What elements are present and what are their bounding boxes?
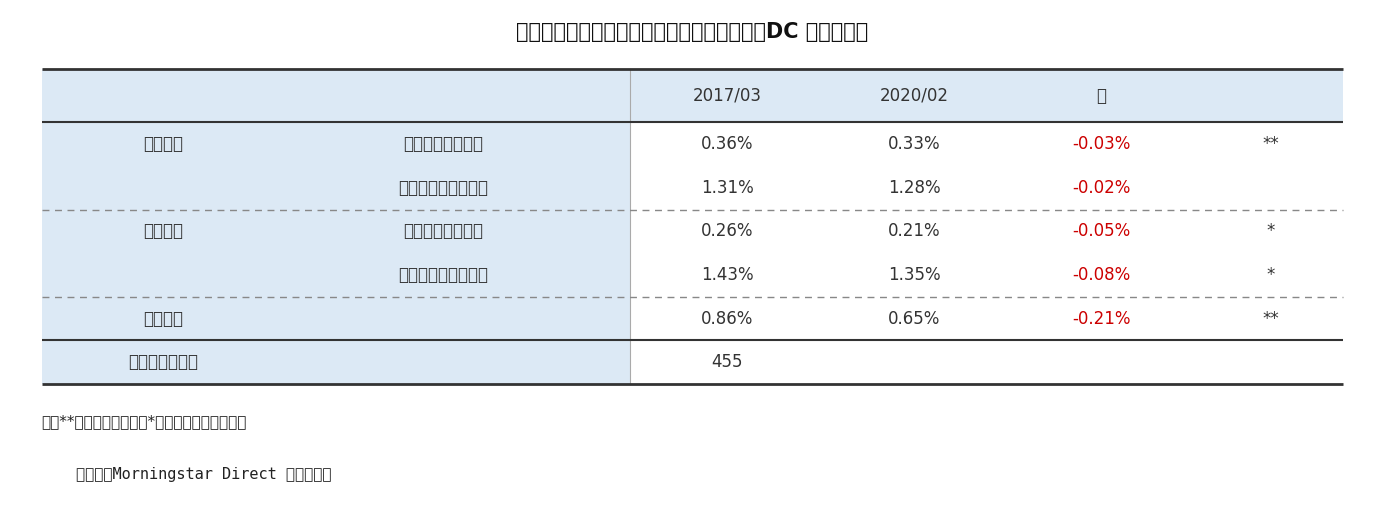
Bar xyxy=(42,253,630,297)
Text: -0.02%: -0.02% xyxy=(1072,179,1130,197)
Text: 外国株式: 外国株式 xyxy=(143,222,183,240)
Text: 1.31%: 1.31% xyxy=(701,179,753,197)
Text: **: ** xyxy=(1262,310,1280,328)
Bar xyxy=(42,69,1343,122)
Text: 1.43%: 1.43% xyxy=(701,266,753,284)
Text: ファンド数合計: ファンド数合計 xyxy=(127,353,198,371)
Text: 0.33%: 0.33% xyxy=(888,135,940,153)
Bar xyxy=(42,297,630,340)
Text: -0.21%: -0.21% xyxy=(1072,310,1130,328)
Text: *: * xyxy=(1266,222,1276,240)
Text: アクティブファンド: アクティブファンド xyxy=(399,266,488,284)
Text: 差: 差 xyxy=(1096,87,1107,105)
Bar xyxy=(630,166,1343,210)
Bar xyxy=(42,166,630,210)
Bar xyxy=(630,253,1343,297)
Text: 2017/03: 2017/03 xyxy=(692,87,762,105)
Text: *: * xyxy=(1266,266,1276,284)
Text: パッシブファンド: パッシブファンド xyxy=(403,222,483,240)
Text: 0.26%: 0.26% xyxy=(701,222,753,240)
Text: 0.65%: 0.65% xyxy=(888,310,940,328)
Text: 国内株式: 国内株式 xyxy=(143,135,183,153)
Text: 0.36%: 0.36% xyxy=(701,135,753,153)
Text: 455: 455 xyxy=(712,353,742,371)
Bar xyxy=(630,340,1343,384)
Text: 1.28%: 1.28% xyxy=(888,179,940,197)
Text: （資料：Morningstar Direct から作成）: （資料：Morningstar Direct から作成） xyxy=(76,467,331,482)
Bar xyxy=(42,122,630,166)
Text: 1.35%: 1.35% xyxy=(888,266,940,284)
Text: 2020/02: 2020/02 xyxy=(879,87,949,105)
Bar xyxy=(630,297,1343,340)
Bar xyxy=(630,210,1343,253)
Text: **: ** xyxy=(1262,135,1280,153)
Text: -0.08%: -0.08% xyxy=(1072,266,1130,284)
Bar xyxy=(42,210,630,253)
Text: -0.03%: -0.03% xyxy=(1072,135,1130,153)
Text: 外国債券: 外国債券 xyxy=(143,310,183,328)
Text: 0.21%: 0.21% xyxy=(888,222,940,240)
Bar xyxy=(42,340,630,384)
Text: 注：**は１％有意水準、*は５％有意水準を表す: 注：**は１％有意水準、*は５％有意水準を表す xyxy=(42,414,247,429)
Bar xyxy=(630,122,1343,166)
Text: 0.86%: 0.86% xyxy=(701,310,753,328)
Text: 図表２：（純資産加重平均）信託報酬の差（DC ファンド）: 図表２：（純資産加重平均）信託報酬の差（DC ファンド） xyxy=(517,22,868,42)
Text: アクティブファンド: アクティブファンド xyxy=(399,179,488,197)
Text: パッシブファンド: パッシブファンド xyxy=(403,135,483,153)
Text: -0.05%: -0.05% xyxy=(1072,222,1130,240)
